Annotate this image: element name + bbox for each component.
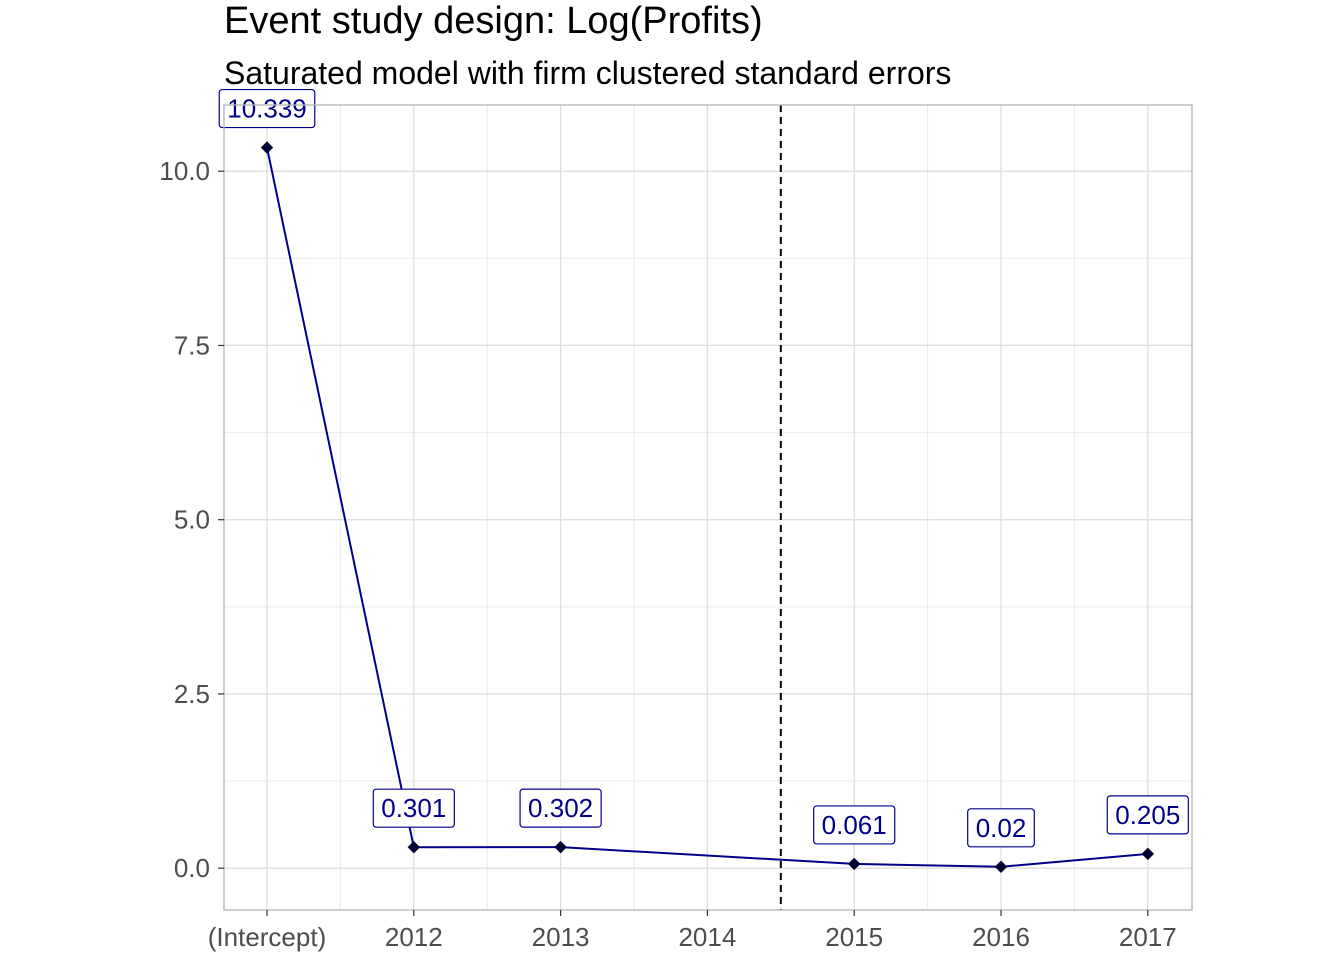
- x-tick-label-(Intercept): (Intercept): [208, 922, 327, 952]
- data-point-2017: [1141, 847, 1155, 861]
- data-label-box: [519, 788, 602, 828]
- x-tick-label-2012: 2012: [385, 922, 443, 952]
- data-label-box: [967, 808, 1035, 848]
- data-label-2013: 0.302: [519, 788, 602, 828]
- data-label-box: [1106, 795, 1189, 835]
- x-tick-label-2017: 2017: [1119, 922, 1177, 952]
- data-point-2015: [847, 857, 861, 871]
- data-point-2013: [554, 840, 567, 854]
- chart-subtitle: Saturated model with firm clustered stan…: [224, 55, 952, 91]
- data-label-value: 0.061: [822, 810, 887, 840]
- data-point-2012: [407, 840, 421, 854]
- data-label-box: [372, 788, 455, 828]
- data-labels-layer: 10.339 0.301 0.302 0.061 0.02 0.205: [218, 88, 1189, 848]
- data-label-value: 0.02: [976, 813, 1027, 843]
- data-label-2016: 0.02: [967, 808, 1035, 848]
- x-tick-label-2015: 2015: [825, 922, 883, 952]
- data-label-value: 0.302: [528, 793, 593, 823]
- series-line: [266, 147, 1148, 868]
- data-label-(Intercept): 10.339: [218, 88, 316, 129]
- data-label-value: 0.205: [1115, 800, 1180, 830]
- y-tick-label: 7.5: [174, 330, 210, 360]
- series-layer: [260, 141, 1155, 873]
- data-label-box: [218, 88, 316, 129]
- data-label-box: [813, 805, 896, 845]
- y-tick-label: 0.0: [174, 853, 210, 883]
- data-label-2012: 0.301: [372, 788, 455, 828]
- data-label-2015: 0.061: [813, 805, 896, 845]
- data-label-2017: 0.205: [1106, 795, 1189, 835]
- data-point-(Intercept): [260, 141, 274, 154]
- data-label-value: 10.339: [227, 94, 307, 124]
- data-label-value: 0.301: [381, 793, 446, 823]
- axis-labels-layer: 0.0 2.5 5.0 7.5 10.0 (Intercept) 2012 2013 2014 2…: [159, 156, 1176, 952]
- x-tick-label-2016: 2016: [972, 922, 1030, 952]
- y-tick-label: 5.0: [174, 505, 210, 535]
- data-point-2016: [994, 860, 1008, 873]
- y-tick-label: 10.0: [159, 156, 210, 186]
- x-tick-label-2014: 2014: [678, 922, 736, 952]
- chart-title: Event study design: Log(Profits): [224, 0, 763, 42]
- major-gridlines: [224, 105, 1192, 910]
- x-tick-label-2013: 2013: [532, 922, 590, 952]
- y-tick-label: 2.5: [174, 679, 210, 709]
